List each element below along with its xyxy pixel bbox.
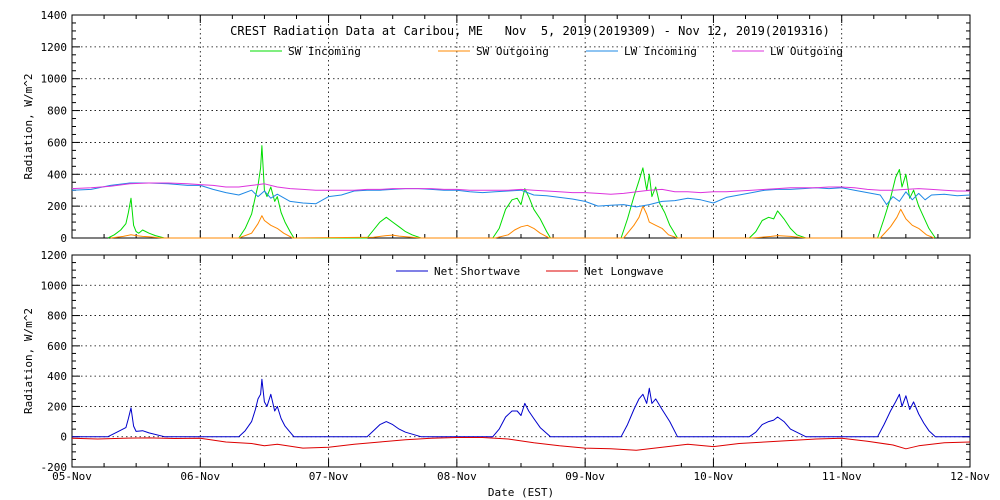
- y-tick-label: 600: [47, 136, 67, 149]
- y-tick-label: 400: [47, 370, 67, 383]
- y-tick-label: 800: [47, 310, 67, 323]
- y-tick-label: 1200: [41, 41, 68, 54]
- plot-frame: [71, 254, 971, 468]
- series-line-net-longwave: [71, 437, 971, 451]
- y-tick-label: 0: [60, 232, 67, 245]
- y-tick-label: 200: [47, 200, 67, 213]
- x-tick-label: 09-Nov: [565, 470, 605, 483]
- y-axis-label: Radiation, W/m^2: [22, 308, 35, 414]
- y-tick-label: -200: [41, 461, 68, 474]
- x-tick-label: 11-Nov: [822, 470, 862, 483]
- top-panel: 0 200 400 600 800 1000 1200 1400 Radiation, W/m^…: [22, 9, 971, 245]
- x-tick-label: 06-Nov: [180, 470, 220, 483]
- legend-label: SW Incoming: [288, 45, 361, 58]
- y-tick-label: 1400: [41, 9, 68, 22]
- legend-label: LW Incoming: [624, 45, 697, 58]
- y-axis-label: Radiation, W/m^2: [22, 74, 35, 180]
- series-line-lw-incoming: [71, 182, 971, 208]
- y-tick-label: 400: [47, 168, 67, 181]
- series-line-sw-incoming: [107, 145, 936, 239]
- legend-label: Net Longwave: [584, 265, 663, 278]
- y-tick-label: 800: [47, 105, 67, 118]
- x-tick-label: 05-Nov: [52, 470, 92, 483]
- legend-label: LW Outgoing: [770, 45, 843, 58]
- x-tick-label: 07-Nov: [309, 470, 349, 483]
- y-tick-label: 600: [47, 340, 67, 353]
- x-tick-label: 10-Nov: [694, 470, 734, 483]
- x-axis-label: Date (EST): [488, 486, 554, 499]
- bottom-panel: -200 0 200 400 600 800 1000 1200 05-Nov 06-Nov 07-…: [22, 249, 990, 499]
- y-tick-label: 0: [60, 431, 67, 444]
- series-line-lw-outgoing: [71, 182, 970, 195]
- series-line-sw-outgoing: [110, 205, 935, 239]
- x-tick-label: 08-Nov: [437, 470, 477, 483]
- x-tick-label: 12-Nov: [950, 470, 990, 483]
- y-tick-label: 1000: [41, 279, 68, 292]
- legend-label: SW Outgoing: [476, 45, 549, 58]
- y-tick-label: 200: [47, 400, 67, 413]
- y-tick-label: 1000: [41, 73, 68, 86]
- y-tick-label: 1200: [41, 249, 68, 262]
- chart-title: CREST Radiation Data at Caribou, ME Nov …: [230, 24, 830, 38]
- series-line-net-shortwave: [72, 378, 970, 438]
- legend-label: Net Shortwave: [434, 265, 520, 278]
